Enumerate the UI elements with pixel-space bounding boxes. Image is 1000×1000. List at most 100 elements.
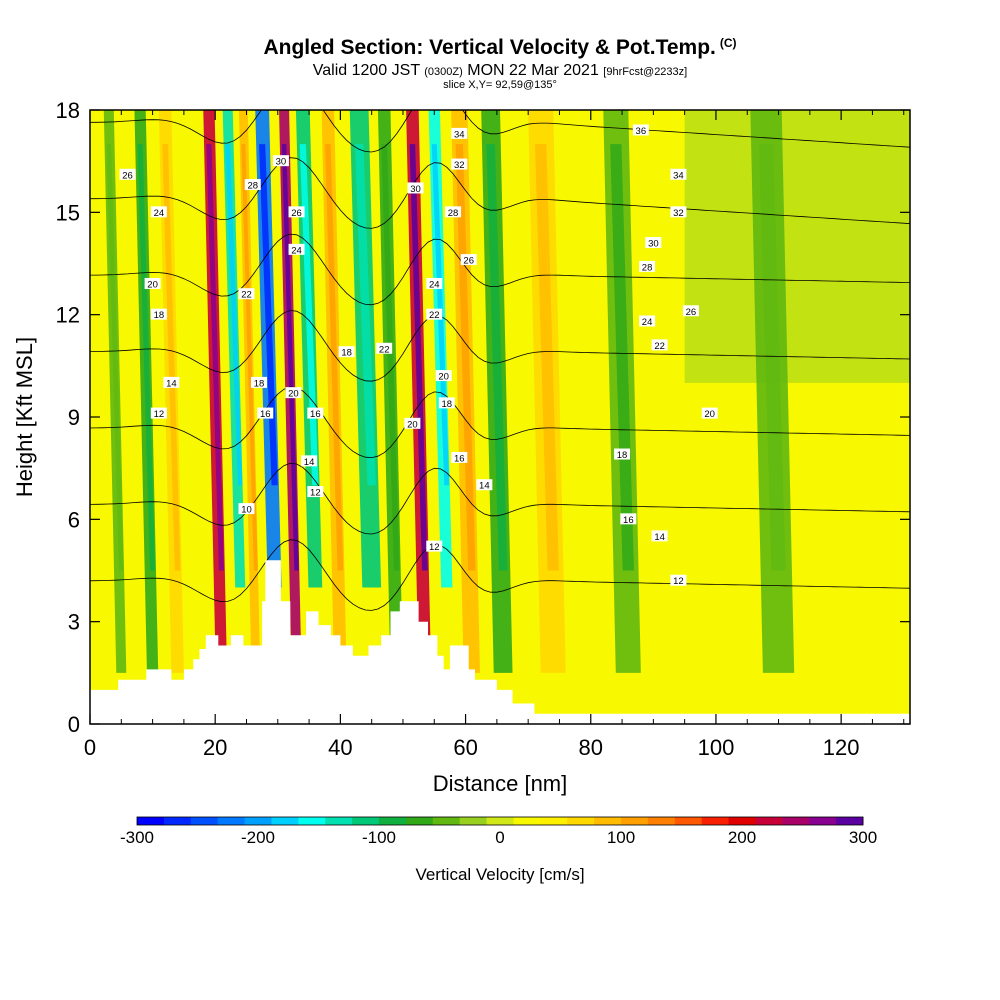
contour-label-text: 12 — [673, 576, 684, 587]
contour-label-text: 20 — [407, 419, 418, 430]
colorbar-swatch — [782, 817, 810, 825]
contour-label: 30 — [407, 182, 424, 195]
contour-label: 24 — [639, 315, 656, 328]
contour-label: 28 — [639, 260, 656, 273]
colorbar-swatch — [836, 817, 864, 825]
colorbar-frame — [136, 816, 864, 826]
x-tick-label: 0 — [84, 735, 96, 760]
contour-label-text: 20 — [438, 372, 449, 383]
contour-label: 16 — [620, 513, 637, 526]
contour-label: 20 — [701, 407, 718, 420]
contour-label: 18 — [338, 346, 355, 359]
contour-label-text: 24 — [429, 279, 440, 290]
contour-label: 28 — [244, 179, 261, 192]
contour-label: 14 — [651, 530, 668, 543]
x-tick-label: 100 — [698, 735, 735, 760]
x-tick-label: 40 — [328, 735, 352, 760]
contour-label-text: 26 — [122, 170, 133, 181]
contour-label: 36 — [632, 124, 649, 137]
contour-label-text: 16 — [623, 515, 634, 526]
contour-label: 16 — [451, 451, 468, 464]
contour-label-text: 16 — [260, 409, 271, 420]
colorbar-tick-label: -200 — [241, 828, 275, 847]
contour-label: 22 — [651, 339, 668, 352]
colorbar-swatch — [647, 817, 676, 825]
velocity-band-core — [106, 144, 124, 571]
contour-label: 20 — [435, 370, 452, 383]
contour-label-text: 26 — [686, 307, 697, 318]
theta-contour — [90, 5, 910, 76]
velocity-band-core — [206, 144, 224, 571]
valid-date: MON 22 Mar 2021 — [467, 62, 599, 79]
colorbar-swatch — [567, 817, 595, 825]
contour-label: 24 — [150, 206, 167, 219]
colorbar-label: Vertical Velocity [cm/s] — [415, 865, 584, 884]
contour-label: 10 — [238, 503, 255, 516]
colorbar-tick-label: 100 — [607, 828, 635, 847]
velocity-band-core — [486, 144, 508, 571]
contour-label-text: 28 — [448, 208, 459, 219]
colorbar-swatch — [137, 817, 165, 825]
contour-label: 30 — [272, 155, 289, 168]
colorbar-swatch — [190, 817, 219, 825]
velocity-band-core — [241, 144, 258, 571]
colorbar-swatch — [513, 817, 541, 825]
contour-label: 26 — [288, 206, 305, 219]
contour-label: 18 — [150, 308, 167, 321]
colorbar-swatch — [352, 817, 380, 825]
contour-label-text: 14 — [654, 532, 665, 543]
title-unit: (C) — [719, 36, 737, 50]
contour-label: 30 — [645, 237, 662, 250]
y-axis-label: Height [Kft MSL] — [12, 337, 37, 497]
contour-label-text: 22 — [429, 310, 440, 321]
contour-label-text: 34 — [454, 129, 465, 140]
colorbar-tick-label: -300 — [120, 828, 154, 847]
contour-label-text: 18 — [442, 399, 453, 410]
colorbar-tick-label: -100 — [362, 828, 396, 847]
contour-label-text: 16 — [310, 409, 321, 420]
contour-label-text: 14 — [166, 378, 177, 389]
colorbar-tick-label: 0 — [495, 828, 504, 847]
x-tick-label: 20 — [203, 735, 227, 760]
velocity-band-core — [299, 144, 319, 486]
contour-label-text: 36 — [636, 126, 647, 137]
contour-label-text: 24 — [154, 208, 165, 219]
contour-label: 16 — [257, 407, 274, 420]
theta-contour — [90, 386, 910, 459]
velocity-band-core — [409, 144, 428, 571]
contour-label: 26 — [682, 305, 699, 318]
colorbar-swatch — [486, 817, 514, 825]
x-tick-label: 80 — [579, 735, 603, 760]
contour-label-text: 18 — [254, 378, 265, 389]
velocity-band-core — [758, 144, 786, 571]
contour-label-text: 14 — [304, 457, 315, 468]
contour-label-text: 24 — [642, 317, 653, 328]
contour-label: 28 — [445, 206, 462, 219]
terrain — [90, 560, 910, 724]
contour-label-text: 30 — [410, 184, 421, 195]
theta-contour — [90, 110, 910, 153]
velocity-band-core — [354, 144, 376, 486]
velocity-band-core — [325, 144, 344, 571]
contour-label-text: 22 — [379, 344, 390, 355]
contour-label-text: 22 — [241, 290, 252, 301]
contour-label-text: 26 — [291, 208, 302, 219]
contour-label-text: 14 — [479, 481, 490, 492]
colorbar-swatch — [405, 817, 434, 825]
colorbar-swatch — [755, 817, 783, 825]
colorbar-swatch — [809, 817, 837, 825]
contour-label: 12 — [426, 540, 443, 553]
contour-label-text: 12 — [429, 542, 440, 553]
contour-label: 22 — [238, 288, 255, 301]
contour-label: 34 — [451, 127, 468, 140]
velocity-band-core — [610, 144, 634, 571]
y-tick-label: 3 — [68, 610, 80, 635]
colorbar-swatch — [244, 817, 272, 825]
velocity-band-core — [162, 144, 181, 571]
contour-label: 12 — [150, 407, 167, 420]
colorbar-swatch — [594, 817, 622, 825]
contour-label-text: 22 — [654, 341, 665, 352]
valid-utc: (0300Z) — [424, 66, 463, 78]
contour-label: 32 — [451, 158, 468, 171]
